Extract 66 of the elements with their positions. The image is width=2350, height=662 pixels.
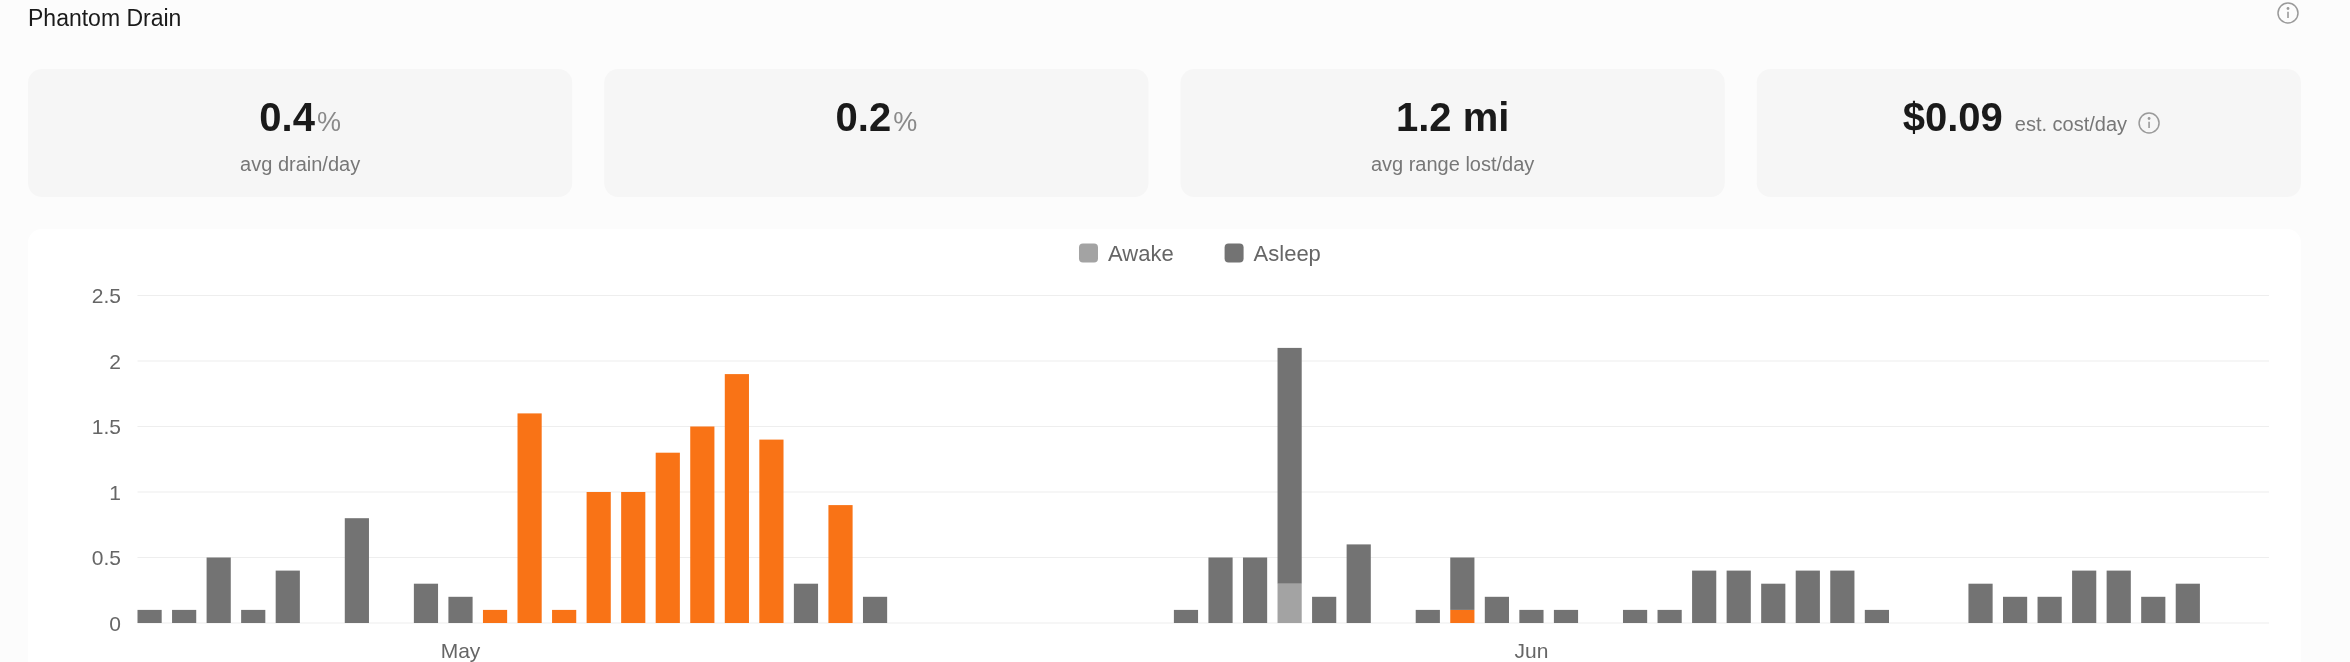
bar	[621, 492, 646, 623]
bar	[2106, 570, 2131, 623]
bar	[1657, 609, 1682, 623]
bar	[1553, 609, 1579, 623]
bar	[1450, 557, 1475, 610]
bar	[2037, 596, 2062, 623]
bar	[482, 609, 508, 623]
y-tick-label: 1	[109, 480, 121, 504]
bar	[1761, 583, 1786, 623]
bar	[759, 439, 784, 623]
text: $0.09	[1902, 95, 2003, 139]
bar	[1450, 609, 1475, 623]
bar	[1242, 557, 1268, 623]
bar	[690, 426, 715, 623]
bar	[206, 557, 231, 623]
bar	[1312, 596, 1337, 623]
bar	[828, 505, 853, 623]
x-tick-label: May	[440, 638, 481, 662]
bar	[2175, 583, 2200, 623]
bar	[344, 518, 369, 623]
bar	[1622, 609, 1648, 623]
bar	[1864, 609, 1889, 623]
bar	[1795, 570, 1820, 623]
bar	[1968, 583, 1993, 623]
text: 0.4%	[259, 95, 341, 139]
bar	[1415, 609, 1440, 623]
y-tick-label: 0	[109, 611, 121, 635]
y-tick-label: 0.5	[91, 546, 121, 569]
bar	[1484, 596, 1509, 623]
legend-label: Asleep	[1253, 240, 1321, 266]
bar	[517, 413, 542, 623]
bar	[586, 492, 611, 623]
bar	[448, 596, 473, 623]
legend-label: Awake	[1107, 240, 1174, 266]
bar	[1173, 609, 1199, 623]
bar	[172, 609, 197, 623]
bar	[1519, 609, 1544, 623]
bar	[862, 596, 888, 623]
y-tick-label: 2	[109, 349, 121, 373]
bar	[1277, 347, 1302, 584]
text: Phantom Drain	[28, 5, 182, 31]
bar	[2141, 596, 2166, 623]
bar	[275, 570, 300, 623]
bar	[724, 374, 749, 623]
bar	[1692, 570, 1717, 623]
bar	[2072, 570, 2097, 623]
bar	[1208, 557, 1233, 623]
category-label: avg drain/day	[240, 153, 361, 175]
bar	[241, 609, 266, 623]
category-label: est. cost/day	[2014, 113, 2128, 135]
y-tick-label: 2.5	[91, 284, 121, 307]
x-tick-label: Jun	[1514, 638, 1549, 662]
y-tick-label: 1.5	[91, 415, 121, 438]
category-label: avg range lost/day	[1370, 153, 1535, 175]
text: 0.2%	[835, 95, 918, 139]
bar	[2002, 596, 2028, 623]
bar	[413, 583, 439, 623]
bar	[1277, 583, 1302, 623]
bar	[655, 452, 680, 623]
bar	[793, 583, 819, 623]
bar	[1830, 570, 1855, 623]
bar	[137, 609, 162, 623]
bar	[1346, 544, 1371, 623]
bar	[552, 609, 577, 623]
bar	[1726, 570, 1751, 623]
text: 1.2 mi	[1395, 95, 1510, 139]
